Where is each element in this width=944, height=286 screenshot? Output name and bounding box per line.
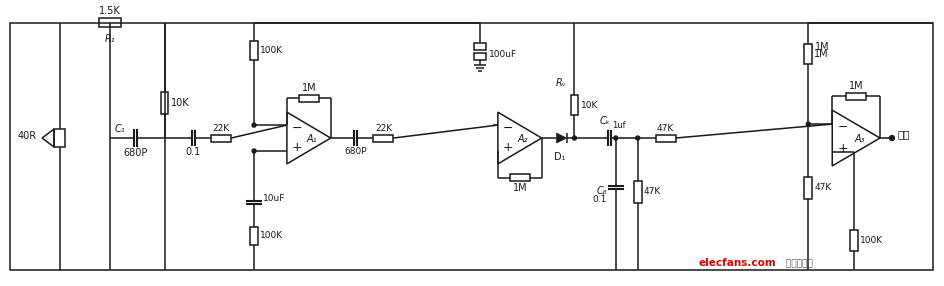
Bar (655, 134, 676, 142)
Text: 47K: 47K (657, 124, 674, 132)
Text: 0.1: 0.1 (186, 147, 201, 157)
Bar (804, 45, 813, 64)
Text: 1M: 1M (513, 183, 527, 193)
Text: 1M: 1M (849, 81, 864, 91)
Bar (374, 134, 394, 142)
Text: Cᵦ: Cᵦ (597, 186, 607, 196)
Text: 1M: 1M (301, 83, 316, 93)
Bar (474, 43, 486, 50)
Text: A₃: A₃ (855, 134, 866, 144)
Text: 电子发烧友: 电子发烧友 (784, 259, 813, 268)
Bar (99, 18, 121, 27)
Text: −: − (837, 121, 848, 134)
Circle shape (252, 149, 256, 153)
Circle shape (252, 123, 256, 127)
Text: 10uF: 10uF (263, 194, 285, 203)
Text: 1M: 1M (815, 49, 829, 59)
Bar (211, 134, 231, 142)
Text: 40R: 40R (18, 131, 37, 141)
Text: R₁: R₁ (105, 33, 115, 43)
Text: A₁: A₁ (307, 134, 317, 144)
Bar (299, 95, 319, 102)
Text: 22K: 22K (375, 124, 392, 132)
Text: 1M: 1M (816, 42, 830, 52)
Text: 0.1: 0.1 (593, 195, 607, 204)
Bar (250, 41, 258, 60)
Text: 输出: 输出 (898, 129, 910, 139)
Text: 680P: 680P (124, 148, 148, 158)
Text: −: − (503, 122, 514, 135)
Circle shape (889, 136, 894, 140)
Bar (633, 181, 642, 203)
Text: 100K: 100K (260, 46, 283, 55)
Text: 100uF: 100uF (489, 50, 517, 59)
Text: 1uf: 1uf (613, 121, 626, 130)
Bar (804, 177, 813, 199)
Circle shape (614, 136, 617, 140)
Text: 22K: 22K (212, 124, 229, 132)
Bar (474, 53, 486, 60)
Bar (846, 93, 866, 100)
Bar (10, 23, 933, 270)
Circle shape (572, 136, 577, 140)
Text: 1.5K: 1.5K (99, 6, 121, 16)
Text: 47K: 47K (644, 187, 661, 196)
Text: Cₖ: Cₖ (599, 116, 611, 126)
Text: C₁: C₁ (115, 124, 126, 134)
Bar (510, 174, 530, 181)
Bar (54, 129, 65, 147)
Text: +: + (503, 141, 514, 154)
Text: elecfans.com: elecfans.com (699, 259, 777, 269)
Text: 10K: 10K (581, 101, 598, 110)
Text: 47K: 47K (815, 183, 832, 192)
Text: −: − (292, 122, 302, 135)
Bar (250, 227, 258, 245)
Bar (570, 95, 579, 115)
Text: Rᵥ: Rᵥ (556, 78, 566, 88)
Bar (851, 230, 858, 251)
Text: +: + (837, 142, 848, 155)
Text: 100K: 100K (860, 236, 884, 245)
Text: 10K: 10K (171, 98, 189, 108)
Text: 100K: 100K (260, 231, 283, 240)
Polygon shape (557, 133, 566, 143)
Circle shape (635, 136, 640, 140)
Bar (160, 92, 168, 114)
Circle shape (806, 122, 810, 126)
Text: +: + (292, 141, 302, 154)
Text: 680P: 680P (345, 147, 367, 156)
Text: A₂: A₂ (517, 134, 528, 144)
Text: D₁: D₁ (554, 152, 565, 162)
